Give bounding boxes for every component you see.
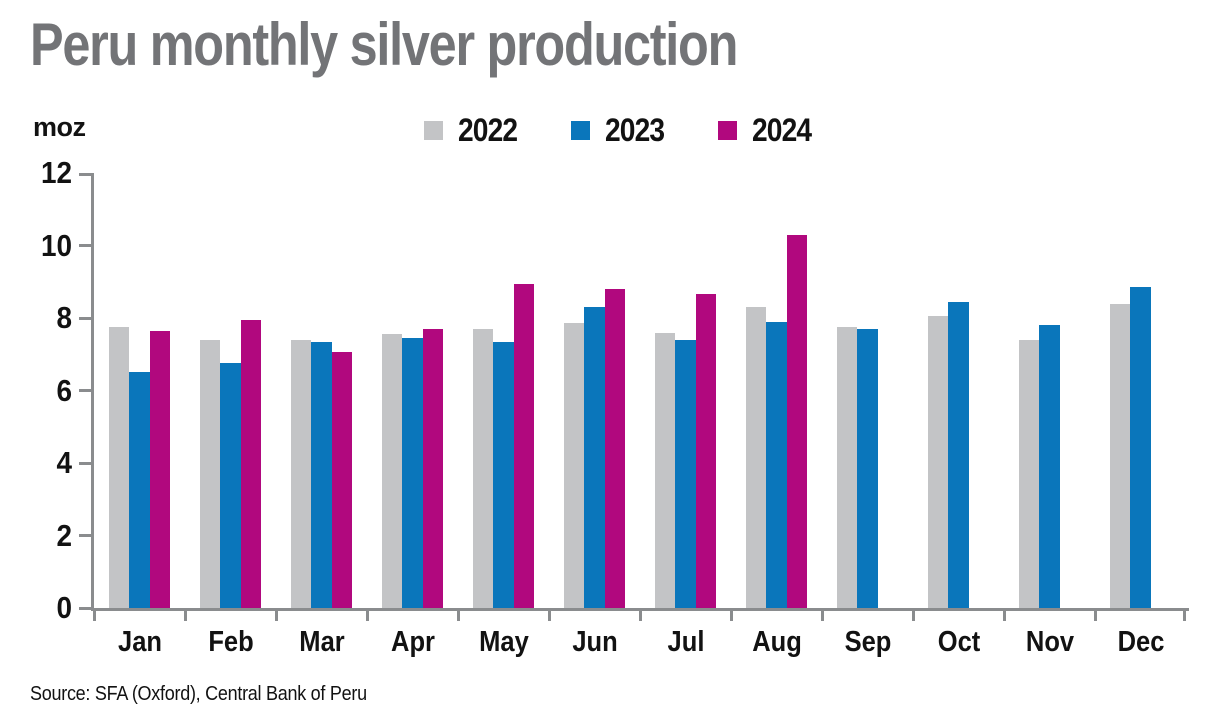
bar-2024-aug	[786, 234, 808, 608]
bar-2024-jun	[604, 289, 626, 608]
bar-2023-mar	[311, 341, 332, 608]
x-axis-tick	[547, 611, 551, 621]
bar-2022-feb	[199, 339, 221, 608]
bar-2022-sep	[836, 327, 858, 608]
x-axis-tick	[911, 611, 915, 621]
x-axis-tick	[820, 611, 824, 621]
y-axis-tick	[79, 316, 91, 320]
legend-swatch-2023	[571, 121, 591, 140]
x-axis-label-jul: Jul	[667, 626, 704, 658]
plot-area: 0 2 4 6 8 10 12 Jan Feb Mar Apr May Jun Jul Aug Sep Oct N…	[41, 155, 1189, 658]
x-axis-line	[91, 608, 1189, 611]
x-axis-tick	[183, 611, 187, 621]
x-axis-tick	[638, 611, 642, 621]
x-axis-tick	[1183, 611, 1186, 621]
bar-2023-feb	[220, 363, 241, 608]
legend-item-2023: 2023	[571, 112, 672, 149]
legend-label-2023: 2023	[605, 112, 665, 148]
bar-2022-mar	[290, 339, 312, 608]
page-title-text: Peru monthly silver production	[30, 11, 738, 78]
source-note: Source: SFA (Oxford), Central Bank of Pe…	[30, 683, 404, 706]
bar-2024-may	[513, 283, 535, 608]
bar-2024-feb	[240, 319, 262, 608]
bar-2023-dec	[1130, 287, 1151, 608]
y-axis-tick	[79, 606, 91, 610]
bar-2022-dec	[1109, 303, 1131, 608]
y-axis-tick	[79, 173, 91, 176]
x-axis-label-mar: Mar	[298, 626, 345, 658]
y-axis-tick	[79, 244, 91, 247]
bar-2023-sep	[857, 328, 878, 608]
source-note-text: Source: SFA (Oxford), Central Bank of Pe…	[30, 683, 367, 705]
page-title: Peru monthly silver production	[30, 10, 872, 79]
legend-swatch-2022	[424, 121, 443, 140]
y-axis-tick	[79, 389, 91, 392]
y-axis-tick-label: 12	[40, 155, 72, 190]
legend-swatch-2024	[718, 121, 738, 140]
y-axis-tick-label: 10	[40, 227, 72, 263]
x-axis-label-aug: Aug	[751, 626, 802, 658]
y-axis-tick	[79, 534, 91, 537]
y-axis-tick	[79, 461, 91, 465]
bar-2023-nov	[1039, 325, 1060, 608]
bar-2023-may	[493, 341, 514, 608]
x-axis-tick	[1002, 611, 1006, 621]
bar-2022-jul	[654, 332, 676, 608]
bar-2022-aug	[745, 307, 767, 608]
x-axis-label-jan: Jan	[117, 626, 162, 658]
legend-item-2022: 2022	[424, 112, 525, 149]
bar-2022-apr	[381, 334, 403, 608]
x-axis-label-may: May	[478, 626, 529, 658]
x-axis-label-dec: Dec	[1117, 626, 1164, 658]
legend-label-2024: 2024	[752, 112, 812, 148]
bar-2022-oct	[927, 316, 949, 608]
x-axis-tick	[274, 611, 278, 621]
y-axis-tick-label: 0	[56, 590, 72, 625]
y-axis-tick-label: 4	[56, 445, 72, 480]
bar-2022-may	[472, 328, 494, 608]
y-axis-tick-label: 2	[56, 517, 72, 553]
x-axis-label-feb: Feb	[207, 626, 254, 658]
x-axis-label-nov: Nov	[1025, 626, 1074, 658]
x-axis-tick	[1093, 611, 1097, 621]
y-axis-tick-label: 8	[56, 300, 72, 335]
x-axis-label-apr: Apr	[390, 626, 435, 658]
x-axis-label-sep: Sep	[844, 626, 891, 658]
bar-2024-mar	[331, 352, 353, 608]
x-axis-label-oct: Oct	[937, 626, 980, 658]
bar-2023-aug	[766, 321, 787, 608]
bar-2023-jan	[129, 372, 150, 608]
bar-2022-jun	[563, 323, 585, 608]
bar-2022-nov	[1018, 339, 1040, 608]
bar-2024-jan	[149, 330, 171, 608]
bar-2023-apr	[402, 337, 423, 608]
y-axis-line	[91, 173, 94, 611]
legend-item-2024: 2024	[718, 112, 819, 149]
x-axis-tick	[456, 611, 460, 621]
y-axis-tick-label: 6	[56, 372, 72, 408]
x-axis-tick	[365, 611, 369, 621]
bar-2023-oct	[948, 301, 969, 608]
x-axis-label-jun: Jun	[571, 626, 618, 658]
chart-legend: 2022 2023 2024	[424, 112, 820, 149]
legend-label-2022: 2022	[458, 112, 518, 148]
bar-2022-jan	[108, 327, 130, 608]
bar-2023-jul	[675, 339, 696, 608]
x-axis-tick	[729, 611, 733, 621]
bar-2024-apr	[422, 328, 444, 608]
y-axis-unit-label: moz	[33, 112, 86, 142]
bar-2024-jul	[695, 294, 717, 608]
x-axis-tick	[92, 611, 96, 621]
bar-2023-jun	[584, 307, 605, 608]
